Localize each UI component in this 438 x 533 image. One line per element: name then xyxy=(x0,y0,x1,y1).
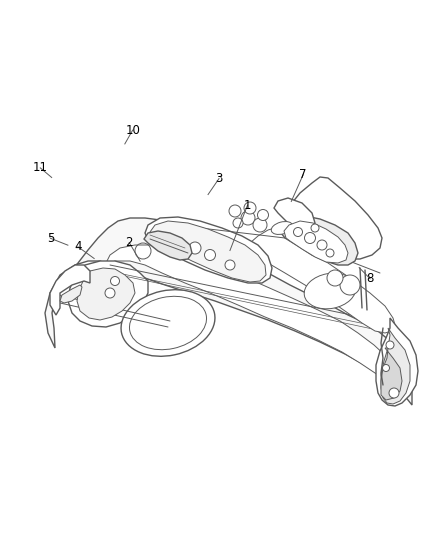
Ellipse shape xyxy=(304,273,356,309)
Circle shape xyxy=(326,249,334,257)
Circle shape xyxy=(205,249,215,261)
Polygon shape xyxy=(144,231,192,260)
Ellipse shape xyxy=(271,222,293,235)
Polygon shape xyxy=(105,245,402,395)
Polygon shape xyxy=(145,217,272,283)
Circle shape xyxy=(229,205,241,217)
Text: 10: 10 xyxy=(125,124,140,136)
Ellipse shape xyxy=(121,290,215,356)
Polygon shape xyxy=(281,216,358,265)
Polygon shape xyxy=(284,221,348,263)
Circle shape xyxy=(244,202,256,214)
Polygon shape xyxy=(68,261,148,327)
Polygon shape xyxy=(45,218,412,405)
Circle shape xyxy=(105,288,115,298)
Polygon shape xyxy=(150,221,266,282)
Circle shape xyxy=(110,277,120,286)
Text: 5: 5 xyxy=(47,232,54,245)
Polygon shape xyxy=(290,177,382,259)
Circle shape xyxy=(253,218,267,232)
Polygon shape xyxy=(248,228,395,333)
Circle shape xyxy=(304,232,315,244)
Polygon shape xyxy=(381,348,402,400)
Circle shape xyxy=(386,341,394,349)
Text: 7: 7 xyxy=(299,168,307,181)
Text: 3: 3 xyxy=(215,172,223,185)
Circle shape xyxy=(317,240,327,250)
Circle shape xyxy=(389,388,399,398)
Ellipse shape xyxy=(286,230,304,240)
Polygon shape xyxy=(60,285,82,303)
Circle shape xyxy=(293,228,303,237)
Circle shape xyxy=(189,242,201,254)
Polygon shape xyxy=(376,318,418,406)
Circle shape xyxy=(311,224,319,232)
Text: 1: 1 xyxy=(244,199,251,212)
Polygon shape xyxy=(77,268,135,320)
Circle shape xyxy=(258,209,268,221)
Text: 2: 2 xyxy=(125,236,133,249)
Polygon shape xyxy=(50,265,90,315)
Circle shape xyxy=(233,218,243,228)
Circle shape xyxy=(225,260,235,270)
Circle shape xyxy=(327,270,343,286)
Circle shape xyxy=(340,275,360,295)
Polygon shape xyxy=(381,328,410,404)
Text: 8: 8 xyxy=(367,272,374,285)
Circle shape xyxy=(382,365,389,372)
Polygon shape xyxy=(274,198,315,228)
Circle shape xyxy=(241,211,255,225)
Text: 11: 11 xyxy=(33,161,48,174)
Text: 4: 4 xyxy=(74,240,82,253)
